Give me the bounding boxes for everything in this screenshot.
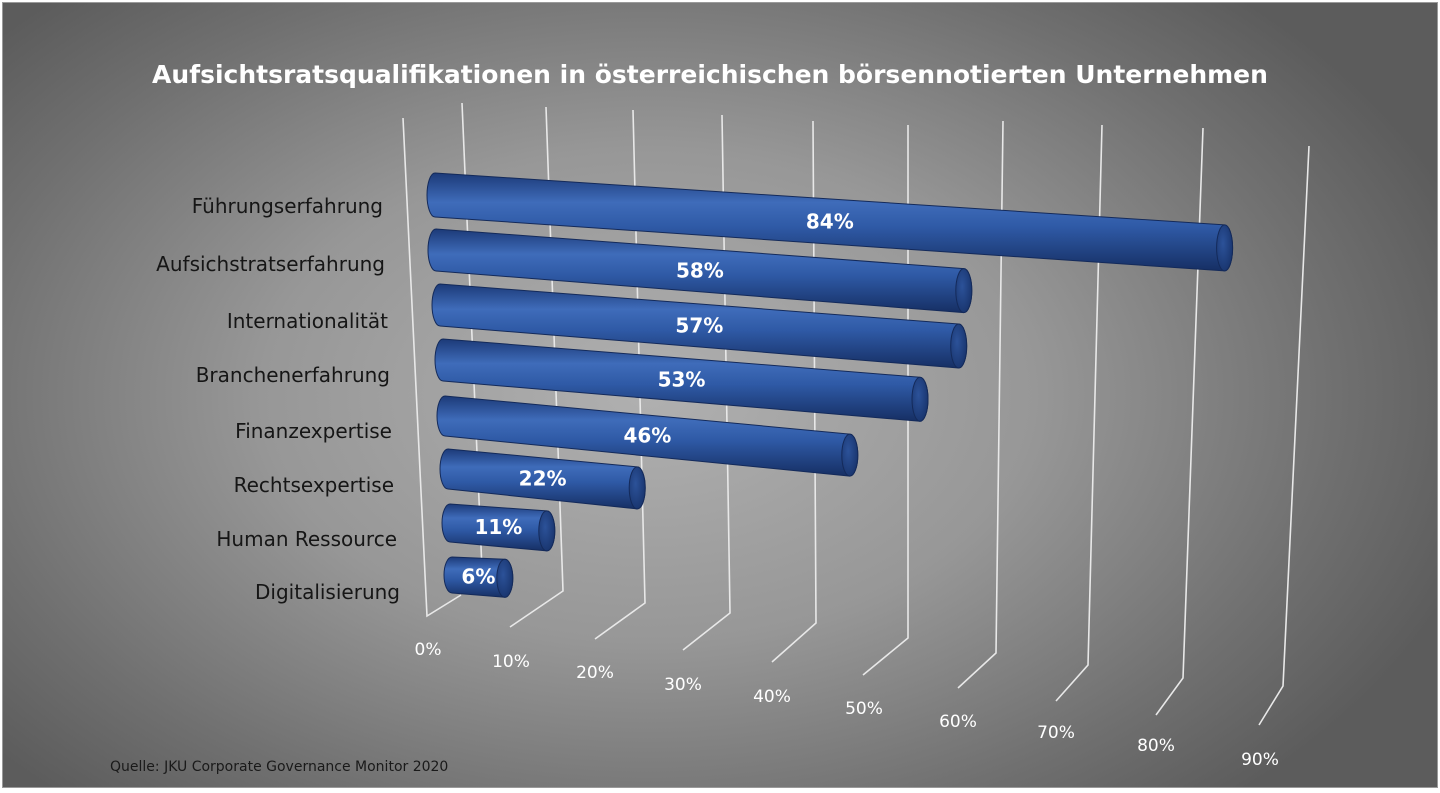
gridline — [1055, 124, 1103, 702]
gridline — [1155, 127, 1204, 716]
bar-end-cap — [955, 268, 973, 314]
x-tick-label: 0% — [415, 640, 442, 660]
gridline — [402, 117, 462, 618]
bar: 57% — [431, 283, 968, 369]
source-note: Quelle: JKU Corporate Governance Monitor… — [110, 759, 448, 775]
bar: 84% — [426, 172, 1234, 272]
x-tick-label: 20% — [576, 663, 614, 683]
category-label: Finanzexpertise — [235, 419, 392, 443]
x-tick-label: 60% — [939, 712, 977, 732]
data-label: 6% — [461, 565, 495, 589]
x-tick-label: 80% — [1137, 736, 1175, 756]
bar-chart: 84% 58% 57% 53% 46% 22% 11% 6% Führungserfahrun… — [110, 60, 1310, 775]
bar-end-cap — [841, 433, 859, 477]
bar-end-cap — [1216, 224, 1234, 272]
data-label: 57% — [675, 314, 723, 338]
category-label: Internationalität — [227, 309, 388, 333]
bar: 22% — [439, 448, 646, 510]
data-label: 46% — [623, 424, 671, 448]
x-tick-label: 30% — [664, 675, 702, 695]
data-label: 11% — [474, 515, 522, 539]
chart-title: Aufsichtsratsqualifikationen in österrei… — [152, 60, 1268, 89]
gridline — [1258, 145, 1310, 726]
bar-end-cap — [911, 376, 929, 422]
x-tick-label: 40% — [753, 687, 791, 707]
bar: 58% — [427, 228, 973, 314]
category-label: Rechtsexpertise — [234, 473, 394, 497]
x-tick-label: 10% — [492, 652, 530, 672]
category-label: Führungserfahrung — [192, 194, 383, 218]
data-label: 84% — [806, 209, 854, 233]
x-tick-label: 90% — [1241, 750, 1279, 770]
data-label: 58% — [676, 258, 724, 282]
data-label: 53% — [658, 368, 706, 392]
bar: 6% — [443, 556, 514, 598]
bar: 11% — [441, 503, 556, 552]
category-label: Aufsichstratserfahrung — [156, 252, 385, 276]
category-label: Human Ressource — [216, 527, 397, 551]
bar-end-cap — [628, 466, 646, 510]
bar-end-cap — [496, 558, 514, 598]
category-labels: Führungserfahrung Aufsichstratserfahrung I… — [156, 194, 400, 604]
gridline — [957, 120, 1004, 689]
x-tick-label: 50% — [845, 699, 883, 719]
bar: 46% — [436, 395, 859, 477]
bar-end-cap — [950, 323, 968, 369]
category-label: Digitalisierung — [255, 580, 400, 604]
data-label: 22% — [519, 466, 567, 490]
x-tick-label: 70% — [1037, 723, 1075, 743]
category-label: Branchenerfahrung — [196, 363, 390, 387]
bar: 53% — [434, 338, 929, 422]
x-tick-labels: 0% 10% 20% 30% 40% 50% 60% 70% 80% 90% — [415, 640, 1279, 770]
bar-end-cap — [538, 510, 556, 552]
bars: 84% 58% 57% 53% 46% 22% 11% 6% — [426, 172, 1234, 598]
